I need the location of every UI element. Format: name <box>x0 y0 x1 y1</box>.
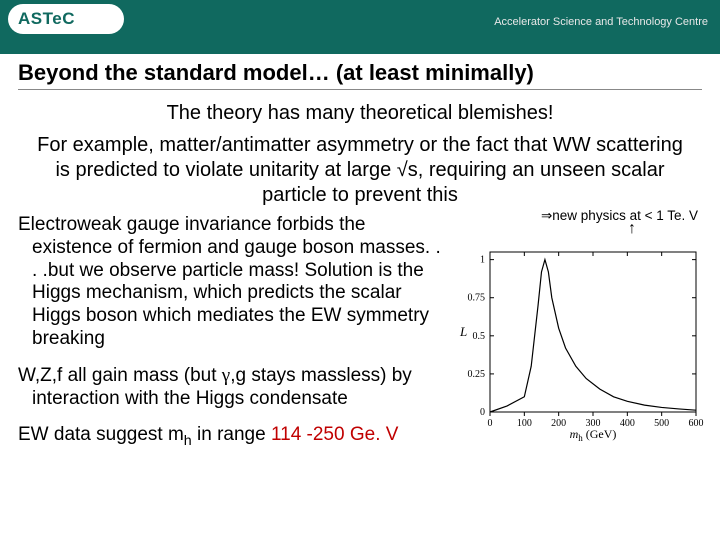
subtitle-line: The theory has many theoretical blemishe… <box>18 102 702 125</box>
svg-text:1: 1 <box>480 255 485 266</box>
title-row: Beyond the standard model… (at least min… <box>0 54 720 94</box>
two-column-row: Electroweak gauge invariance forbids the… <box>18 214 702 449</box>
svg-text:mh (GeV): mh (GeV) <box>570 427 617 442</box>
right-column: ↑ ⇒new physics at < 1 Te. V 010020030040… <box>448 214 702 449</box>
p3-range: 114 -250 Ge. V <box>271 424 398 445</box>
p3-sub: h <box>184 433 192 449</box>
paragraph-ewdata: EW data suggest mh in range 114 -250 Ge.… <box>18 424 442 449</box>
svg-text:100: 100 <box>517 418 532 429</box>
logo-pill: ASTeC <box>8 4 124 34</box>
p2-pre: W,Z,f all gain mass (but <box>18 365 222 386</box>
chart-svg: 010020030040050060000.250.50.751Lmh (GeV… <box>452 242 704 442</box>
p2-gamma: γ <box>222 365 230 386</box>
svg-text:L: L <box>459 324 467 339</box>
lead-paragraph: For example, matter/antimatter asymmetry… <box>18 133 702 208</box>
implication-text: ⇒new physics at < 1 Te. V <box>541 208 698 224</box>
paragraph-electroweak: Electroweak gauge invariance forbids the… <box>18 214 442 351</box>
svg-text:400: 400 <box>620 418 635 429</box>
title-underline <box>18 89 702 90</box>
paragraph-mass: W,Z,f all gain mass (but γ,g stays massl… <box>18 365 442 411</box>
svg-text:600: 600 <box>689 418 704 429</box>
implication-body: new physics at < 1 Te. V <box>552 208 698 223</box>
content-area: The theory has many theoretical blemishe… <box>0 94 720 449</box>
slide-root: ASTeC Accelerator Science and Technology… <box>0 0 720 540</box>
higgs-likelihood-chart: 010020030040050060000.250.50.751Lmh (GeV… <box>452 242 704 442</box>
logo-text: ASTeC <box>18 9 75 29</box>
p3-pre: EW data suggest m <box>18 424 184 445</box>
svg-text:200: 200 <box>551 418 566 429</box>
slide-title: Beyond the standard model… (at least min… <box>18 60 702 86</box>
p3-mid: in range <box>192 424 271 445</box>
header-bar: ASTeC Accelerator Science and Technology… <box>0 0 720 54</box>
svg-text:0: 0 <box>488 418 493 429</box>
header-subtitle: Accelerator Science and Technology Centr… <box>494 16 708 28</box>
implication-arrow: ⇒ <box>541 208 552 223</box>
svg-text:0: 0 <box>480 407 485 418</box>
svg-text:0.5: 0.5 <box>473 331 486 342</box>
svg-text:0.25: 0.25 <box>468 369 486 380</box>
svg-text:500: 500 <box>654 418 669 429</box>
left-column: Electroweak gauge invariance forbids the… <box>18 214 448 449</box>
svg-text:0.75: 0.75 <box>468 293 486 304</box>
